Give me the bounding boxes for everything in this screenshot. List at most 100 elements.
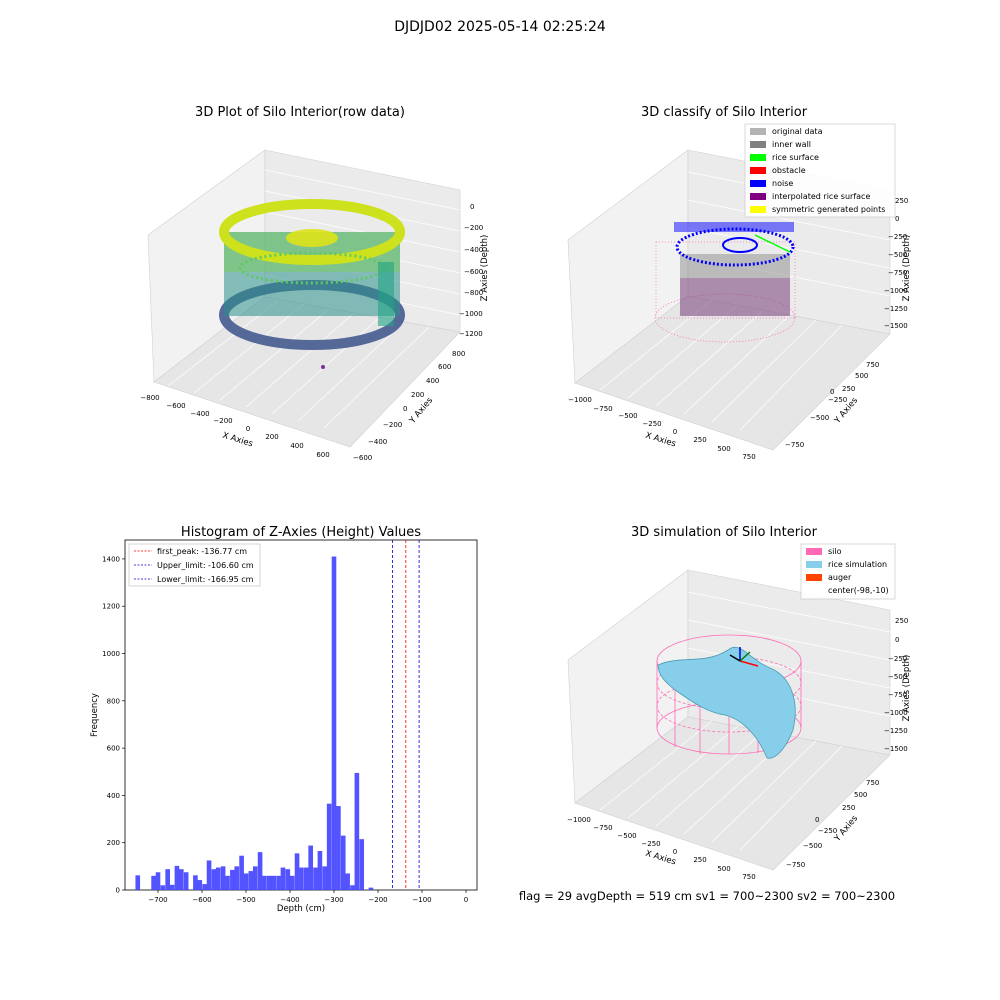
p2-legend-item: interpolated rice surface	[750, 192, 870, 201]
svg-text:−1250: −1250	[884, 727, 908, 735]
svg-text:−1000: −1000	[568, 396, 592, 404]
svg-text:250: 250	[842, 385, 855, 393]
p4-auger	[729, 647, 759, 667]
svg-text:−1000: −1000	[884, 287, 908, 295]
histogram-bar	[193, 875, 198, 890]
svg-text:−200: −200	[213, 417, 232, 425]
y-tick-label: 0	[116, 887, 120, 895]
x-tick-label: −100	[412, 896, 431, 904]
svg-text:−200: −200	[464, 224, 483, 232]
svg-text:rice surface: rice surface	[772, 153, 819, 162]
svg-text:0: 0	[895, 215, 899, 223]
x-tick-label: −300	[324, 896, 343, 904]
p2-legend-item: obstacle	[750, 166, 806, 175]
histogram-bar	[368, 887, 374, 890]
p1-zlabel: Z Axies (Depth)	[480, 235, 490, 302]
svg-text:500: 500	[717, 445, 730, 453]
p2-zlabel: Z Axies (Depth)	[902, 235, 912, 302]
svg-text:−750: −750	[888, 691, 907, 699]
p1-xlabel: X Axies	[221, 431, 254, 450]
svg-text:−750: −750	[593, 405, 612, 413]
histogram-bar	[336, 806, 341, 890]
histogram-bar	[215, 867, 221, 890]
p1-y-ticks: −600 −400 −200 0 200 400 600 800	[353, 350, 465, 462]
histogram-bar	[289, 875, 295, 890]
histogram-bar	[280, 867, 286, 890]
svg-text:−1500: −1500	[884, 745, 908, 753]
p4-floor-pane	[574, 716, 891, 871]
svg-text:400: 400	[426, 377, 439, 385]
histogram-bar	[262, 875, 267, 890]
svg-text:400: 400	[290, 442, 303, 450]
histogram-bar	[299, 867, 304, 890]
panel1-title: 3D Plot of Silo Interior(row data)	[195, 105, 405, 120]
histogram-bar	[239, 855, 244, 890]
histogram-bar	[183, 872, 189, 890]
p4-rice-surface	[657, 647, 796, 759]
svg-text:−250: −250	[888, 655, 907, 663]
histogram-bar	[267, 875, 272, 890]
p4-legend-item: silo	[806, 547, 842, 556]
svg-text:0: 0	[815, 816, 819, 824]
svg-text:original data: original data	[772, 127, 823, 136]
svg-text:200: 200	[411, 391, 424, 399]
svg-text:−600: −600	[464, 268, 483, 276]
svg-text:interpolated rice surface: interpolated rice surface	[772, 192, 870, 201]
svg-text:750: 750	[866, 361, 879, 369]
p2-legend-item: inner wall	[750, 140, 811, 149]
p4-legend-item: auger	[806, 573, 852, 582]
svg-text:0: 0	[470, 203, 474, 211]
p2-legend-item: noise	[750, 179, 793, 188]
p3-x-ticks: −700 −600 −500 −400 −300 −200 −100 0	[148, 890, 468, 904]
svg-text:−750: −750	[593, 824, 612, 832]
histogram-bar	[225, 875, 230, 890]
histogram-bar	[160, 885, 166, 890]
histogram-bar	[230, 869, 235, 890]
histogram-bar	[294, 853, 300, 890]
p1-silo-points	[219, 199, 405, 369]
svg-text:−750: −750	[888, 269, 907, 277]
svg-text:−500: −500	[617, 832, 636, 840]
svg-text:rice simulation: rice simulation	[828, 560, 887, 569]
histogram-bar	[345, 873, 350, 890]
svg-text:500: 500	[854, 791, 867, 799]
svg-text:−200: −200	[383, 421, 402, 429]
y-tick-label: 1000	[102, 650, 120, 658]
svg-text:−600: −600	[166, 402, 185, 410]
histogram-bar	[271, 875, 277, 890]
footer-status: flag = 29 avgDepth = 519 cm sv1 = 700~23…	[519, 889, 895, 903]
p4-legend-item: center(-98,-10)	[828, 586, 889, 595]
svg-text:−250: −250	[641, 840, 660, 848]
panel-simulation: 3D simulation of Silo Interior	[567, 525, 912, 881]
x-tick-label: 0	[464, 896, 468, 904]
p2-x-ticks: −1000 −750 −500 −250 0 250 500 750	[568, 396, 756, 461]
histogram-bar	[202, 884, 207, 890]
svg-text:750: 750	[742, 453, 755, 461]
panel-classify: 3D classify of Silo Interior original da…	[567, 105, 912, 461]
histogram-bar	[206, 860, 212, 890]
p2-y-ticks: −750 −500 −250 0 250 500 750	[785, 361, 879, 449]
histogram-bar	[220, 866, 226, 890]
svg-text:−800: −800	[140, 394, 159, 402]
histogram-bar	[169, 884, 175, 890]
svg-text:0: 0	[673, 848, 677, 856]
svg-text:auger: auger	[828, 573, 852, 582]
p2-floor-pane	[574, 295, 891, 451]
svg-text:symmetric generated points: symmetric generated points	[772, 205, 885, 214]
svg-text:0: 0	[830, 388, 834, 396]
svg-text:800: 800	[452, 350, 465, 358]
p3-legend: first_peak: -136.77 cm Upper_limit: -106…	[128, 543, 261, 587]
svg-text:−1000: −1000	[567, 816, 591, 824]
svg-text:inner wall: inner wall	[772, 140, 811, 149]
svg-text:600: 600	[316, 451, 329, 459]
svg-text:−1000: −1000	[884, 709, 908, 717]
svg-text:0: 0	[246, 425, 250, 433]
panel2-title: 3D classify of Silo Interior	[641, 105, 808, 120]
svg-text:−1000: −1000	[459, 310, 483, 318]
p4-zlabel: Z Axies (Depth)	[902, 655, 912, 722]
histogram-bar	[313, 867, 318, 890]
p4-z-ticks: 250 0 −250 −500 −750 −1000 −1250 −1500	[884, 617, 908, 753]
panel4-title: 3D simulation of Silo Interior	[631, 525, 818, 540]
svg-text:noise: noise	[772, 179, 793, 188]
